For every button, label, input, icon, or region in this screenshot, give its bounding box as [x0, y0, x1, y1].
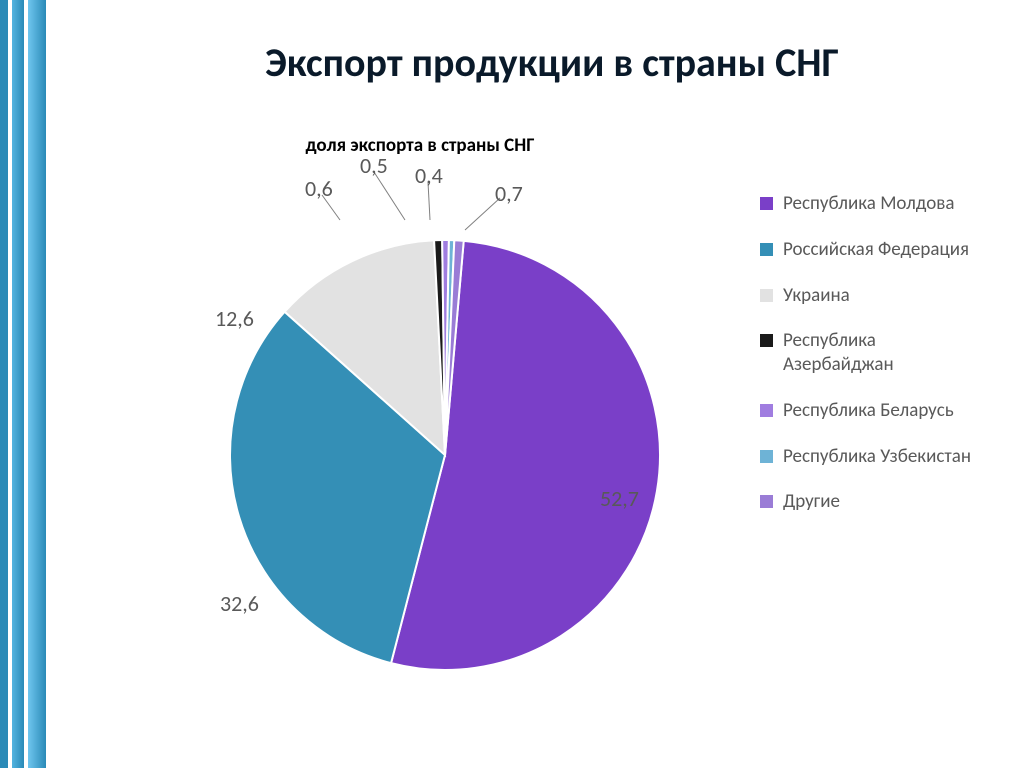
legend-swatch [760, 334, 773, 347]
data-label: 0,4 [415, 162, 443, 189]
leader-line [374, 172, 405, 220]
legend-item: Республика Узбекистан [760, 445, 990, 469]
data-label: 52,7 [600, 485, 639, 512]
legend-swatch [760, 289, 773, 302]
data-label: 0,6 [305, 175, 333, 202]
pie-graphic [230, 240, 660, 670]
data-label: 12,6 [215, 305, 254, 332]
data-label: 0,7 [495, 180, 523, 207]
legend-label: Республика Узбекистан [783, 445, 971, 469]
legend-label: Республика Азербайджан [783, 329, 990, 377]
legend-label: Республика Беларусь [783, 399, 954, 423]
legend-swatch [760, 404, 773, 417]
legend-label: Республика Молдова [783, 192, 954, 216]
data-label: 0,5 [360, 152, 388, 179]
legend-swatch [760, 495, 773, 508]
legend-label: Российская Федерация [783, 238, 969, 262]
pie-chart: 52,7 32,6 12,6 0,6 0,5 0,4 0,7 Республика Молд… [60, 150, 1000, 730]
data-label: 32,6 [220, 590, 259, 617]
legend-label: Украина [783, 284, 850, 308]
legend-swatch [760, 450, 773, 463]
legend-item: Республика Молдова [760, 192, 990, 216]
legend-item: Республика Беларусь [760, 399, 990, 423]
legend-item: Республика Азербайджан [760, 329, 990, 377]
legend-item: Российская Федерация [760, 238, 990, 262]
legend-swatch [760, 197, 773, 210]
legend-swatch [760, 243, 773, 256]
legend-item: Украина [760, 284, 990, 308]
legend: Республика Молдова Российская Федерация Ук… [760, 192, 990, 536]
legend-item: Другие [760, 490, 990, 514]
slide-title: Экспорт продукции в страны СНГ [120, 38, 984, 87]
legend-label: Другие [783, 490, 840, 514]
left-accent-bars [0, 0, 48, 768]
